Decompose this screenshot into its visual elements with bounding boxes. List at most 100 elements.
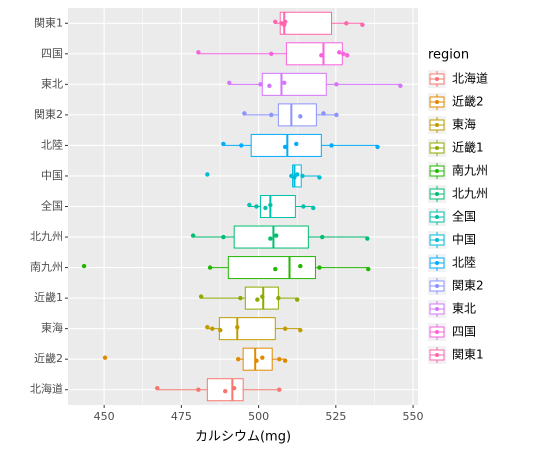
y-tick-label: 南九州: [30, 261, 63, 274]
point: [311, 205, 316, 211]
point: [238, 295, 243, 301]
point: [269, 112, 274, 118]
x-tick-label: 475: [171, 410, 192, 423]
point: [344, 21, 349, 26]
point: [334, 82, 339, 87]
point: [247, 202, 252, 208]
point: [269, 51, 274, 57]
point: [273, 19, 278, 24]
y-tick-label: 北陸: [41, 138, 63, 151]
box: [218, 317, 276, 341]
point: [273, 266, 278, 272]
legend-key: [435, 307, 439, 311]
point: [317, 175, 322, 180]
point: [341, 51, 346, 57]
point: [300, 173, 305, 179]
point: [295, 172, 300, 177]
point: [277, 387, 282, 392]
point: [236, 356, 241, 362]
point: [207, 265, 213, 270]
point: [268, 236, 273, 241]
point: [258, 82, 263, 87]
point: [277, 356, 282, 362]
point: [254, 358, 259, 363]
box: [277, 103, 317, 127]
box: [279, 11, 333, 35]
y-tick-label: 東海: [41, 321, 63, 335]
point: [221, 141, 226, 147]
y-tick-label: 四国: [41, 47, 63, 60]
point: [196, 387, 201, 392]
point: [155, 386, 160, 391]
legend-label: 東北: [452, 302, 476, 316]
legend-label: 北陸: [452, 256, 476, 270]
point: [365, 236, 370, 241]
legend-label: 南九州: [452, 163, 488, 178]
point: [223, 389, 228, 394]
point: [298, 263, 303, 269]
point: [334, 112, 339, 118]
legend-key: [435, 192, 439, 196]
point: [298, 327, 303, 333]
legend-key: [435, 238, 439, 242]
point: [255, 297, 260, 302]
y-tick-label: 東北: [41, 77, 63, 90]
point: [205, 172, 210, 177]
point: [254, 204, 259, 209]
y-tick-label: 北九州: [30, 230, 63, 243]
legend-label: 四国: [452, 325, 476, 339]
point: [319, 53, 324, 58]
legend-label: 北海道: [452, 71, 488, 86]
point: [268, 202, 273, 208]
point: [366, 266, 371, 272]
point: [345, 53, 350, 58]
point: [227, 80, 232, 86]
legend-label: 関東2: [452, 279, 484, 293]
y-tick-label: 中国: [41, 169, 63, 182]
point: [205, 324, 210, 330]
legend-label: 全国: [452, 209, 476, 224]
x-tick-label: 450: [94, 410, 115, 423]
point: [295, 297, 300, 302]
point: [242, 111, 247, 116]
y-tick-label: 近畿2: [34, 351, 63, 365]
x-tick-label: 525: [325, 410, 346, 423]
point: [298, 114, 303, 119]
box: [285, 42, 343, 66]
legend-key: [435, 261, 439, 265]
legend-label: 近畿1: [452, 141, 484, 155]
point: [282, 144, 288, 150]
point: [282, 358, 288, 363]
y-tick-label: 関東1: [34, 16, 63, 29]
point: [235, 324, 240, 330]
point: [190, 233, 196, 238]
legend-key: [435, 100, 439, 104]
y-tick-label: 北海道: [30, 382, 63, 396]
y-tick-label: 全国: [41, 199, 63, 213]
point: [196, 50, 201, 55]
legend-key: [435, 77, 439, 81]
point: [282, 19, 288, 24]
legend-label: 関東1: [452, 348, 484, 362]
point: [260, 355, 265, 360]
legend-key: [435, 284, 439, 288]
y-tick-label: 近畿1: [34, 290, 63, 304]
point: [102, 355, 108, 360]
x-axis-title: カルシウム(mg): [195, 430, 291, 445]
point: [398, 83, 403, 89]
legend-title: region: [428, 48, 469, 63]
point: [210, 326, 215, 331]
box: [261, 72, 327, 96]
point: [81, 263, 87, 269]
box: [227, 256, 316, 280]
point: [301, 204, 306, 209]
legend-label: 近畿2: [452, 95, 484, 109]
point: [320, 234, 325, 240]
point: [321, 111, 326, 116]
point: [231, 386, 237, 391]
point: [294, 141, 299, 147]
legend-label: 東海: [452, 117, 476, 132]
point: [329, 143, 334, 148]
point: [218, 327, 223, 333]
